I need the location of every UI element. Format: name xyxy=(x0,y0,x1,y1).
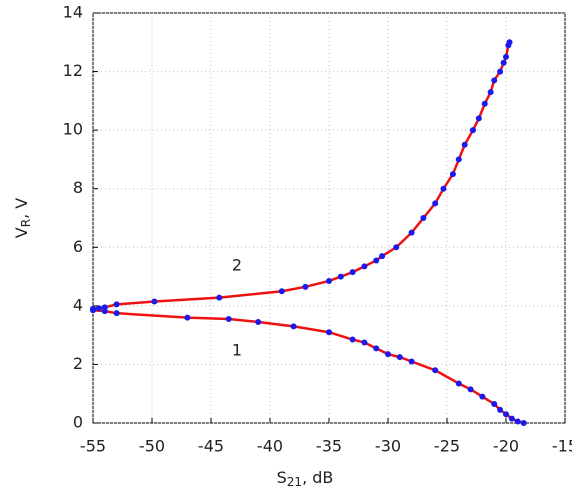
data-point xyxy=(225,316,232,323)
curve xyxy=(92,309,525,425)
x-tick-label: -25 xyxy=(434,437,460,456)
x-tick-label: -55 xyxy=(80,437,106,456)
data-point xyxy=(475,115,482,122)
y-label-sub: R xyxy=(19,219,33,227)
data-point xyxy=(506,39,513,46)
data-point xyxy=(497,406,504,413)
data-point xyxy=(385,351,391,358)
x-tick-label: -20 xyxy=(493,437,519,456)
data-point xyxy=(491,400,498,407)
data-point xyxy=(491,77,498,84)
data-point xyxy=(408,229,415,236)
x-axis-label: S21, dB xyxy=(277,468,334,488)
data-point xyxy=(503,53,509,60)
data-point xyxy=(503,411,509,418)
data-point xyxy=(90,305,96,312)
data-point xyxy=(361,263,368,270)
data-point xyxy=(396,354,403,361)
y-axis-label: VR, V xyxy=(12,198,33,238)
data-point xyxy=(467,386,474,393)
x-tick-label: -45 xyxy=(198,437,224,456)
x-label-unit: , dB xyxy=(302,468,333,487)
data-point xyxy=(461,141,468,148)
data-point xyxy=(95,305,102,312)
data-point xyxy=(408,358,415,365)
annotation: 1 xyxy=(232,341,242,360)
x-tick-label: -15 xyxy=(552,437,572,456)
data-point xyxy=(508,415,515,422)
data-point xyxy=(113,310,120,317)
y-tick-label: 6 xyxy=(73,237,83,256)
data-point xyxy=(278,288,285,295)
y-label-main: V xyxy=(12,227,31,238)
data-point xyxy=(449,171,456,178)
data-point xyxy=(113,301,120,308)
data-point xyxy=(184,314,191,321)
data-point xyxy=(373,257,380,264)
data-point xyxy=(520,420,527,426)
data-point xyxy=(373,345,380,352)
x-label-main: S xyxy=(277,468,287,487)
data-point xyxy=(420,215,427,221)
data-point xyxy=(479,393,486,400)
data-point xyxy=(326,277,332,284)
x-tick-label: -50 xyxy=(139,437,165,456)
data-point xyxy=(393,244,400,251)
data-point xyxy=(290,323,297,330)
annotation: 2 xyxy=(232,256,242,275)
y-tick-label: 2 xyxy=(73,354,83,373)
x-tick-label: -35 xyxy=(316,437,342,456)
x-tick-label: -40 xyxy=(257,437,283,456)
y-tick-label: 10 xyxy=(63,120,83,139)
x-tick-label: -30 xyxy=(375,437,401,456)
data-point xyxy=(302,283,309,290)
data-point xyxy=(432,367,439,374)
data-point xyxy=(361,339,368,346)
data-point xyxy=(151,298,158,305)
curve xyxy=(92,41,511,311)
data-point xyxy=(432,200,439,207)
data-point xyxy=(101,304,108,311)
y-label-unit: , V xyxy=(12,198,31,219)
data-point xyxy=(440,185,447,192)
y-tick-label: 8 xyxy=(73,178,83,197)
data-point xyxy=(379,253,386,260)
data-point xyxy=(481,100,488,107)
y-tick-label: 14 xyxy=(63,3,83,22)
y-tick-label: 12 xyxy=(63,61,83,80)
data-point xyxy=(500,59,507,66)
data-point xyxy=(497,68,504,75)
y-tick-label: 0 xyxy=(73,413,83,432)
data-point xyxy=(216,294,223,301)
data-point xyxy=(455,156,462,163)
data-point xyxy=(469,127,476,134)
data-point xyxy=(326,329,332,336)
y-tick-label: 4 xyxy=(73,295,83,314)
data-point xyxy=(349,269,356,276)
data-point xyxy=(349,336,356,343)
data-point xyxy=(514,418,521,425)
data-point xyxy=(337,273,344,280)
data-point xyxy=(455,380,462,387)
data-point xyxy=(487,89,494,96)
data-point xyxy=(255,318,262,325)
x-label-sub: 21 xyxy=(287,475,302,488)
